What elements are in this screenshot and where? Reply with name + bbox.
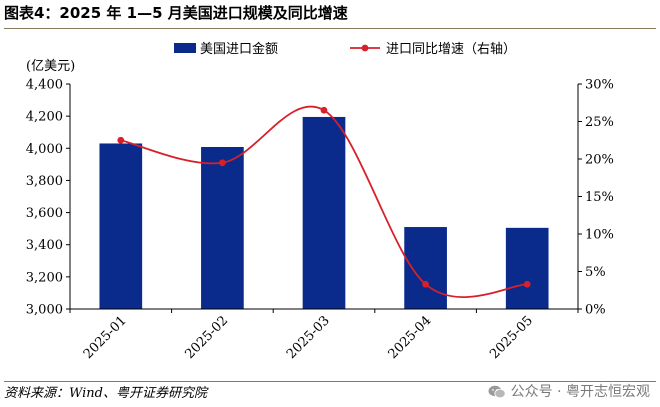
growth-point <box>219 159 226 167</box>
bar <box>404 227 447 309</box>
bar <box>302 116 346 309</box>
growth-point <box>523 280 531 288</box>
y-left-unit-label: (亿美元) <box>26 59 75 74</box>
y-left-tick-label: 3,200 <box>26 270 63 285</box>
legend-line-marker <box>361 44 369 52</box>
y-left-tick-label: 4,400 <box>26 78 63 93</box>
x-tick-label: 2025-04 <box>386 313 435 362</box>
x-tick-label: 2025-01 <box>81 313 130 362</box>
y-right-tick-label: 20% <box>585 153 614 168</box>
watermark-text: 公众号 · 粤开志恒宏观 <box>510 384 650 400</box>
chart: 3,000 3,200 3,400 3,600 3,800 4,000 4,200 4,400… <box>26 41 614 362</box>
figure-title: 图表4：2025 年 1—5 月美国进口规模及同比增速 <box>4 2 656 29</box>
y-right-tick-label: 30% <box>585 78 614 93</box>
bar <box>505 227 549 309</box>
bar <box>99 143 143 309</box>
source-divider <box>4 381 656 382</box>
growth-point <box>320 106 328 114</box>
y-right-tick-label: 15% <box>585 190 614 205</box>
x-tick-label: 2025-03 <box>284 313 333 362</box>
y-right-tick-label: 10% <box>585 228 614 243</box>
y-left-tick-label: 3,000 <box>26 303 63 318</box>
y-right-tick-label: 25% <box>585 115 614 130</box>
y-left-tick-label: 3,800 <box>26 174 63 189</box>
y-right-tick-label: 0% <box>585 303 606 318</box>
source-note: 资料来源：Wind、粤开证券研究院 <box>4 386 207 401</box>
x-tick-label: 2025-05 <box>487 313 536 362</box>
y-left-tick-label: 3,400 <box>26 238 63 253</box>
y-left-tick-label: 4,000 <box>26 142 63 157</box>
bar <box>201 147 244 309</box>
growth-point <box>422 280 429 288</box>
growth-point <box>117 136 125 144</box>
legend-bar-swatch <box>174 43 196 53</box>
x-tick-label: 2025-02 <box>182 313 231 362</box>
y-right-tick-label: 5% <box>585 265 606 280</box>
watermark: 公众号 · 粤开志恒宏观 <box>488 382 650 402</box>
legend-line-label: 进口同比增速（右轴） <box>386 42 516 57</box>
y-left-tick-label: 4,200 <box>26 110 63 125</box>
wechat-icon <box>488 385 506 399</box>
y-left-tick-label: 3,600 <box>26 206 63 221</box>
legend-bar-label: 美国进口金额 <box>200 41 278 57</box>
